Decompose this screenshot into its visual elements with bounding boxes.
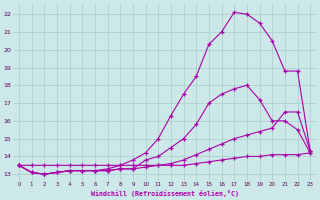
X-axis label: Windchill (Refroidissement éolien,°C): Windchill (Refroidissement éolien,°C) <box>91 190 238 197</box>
